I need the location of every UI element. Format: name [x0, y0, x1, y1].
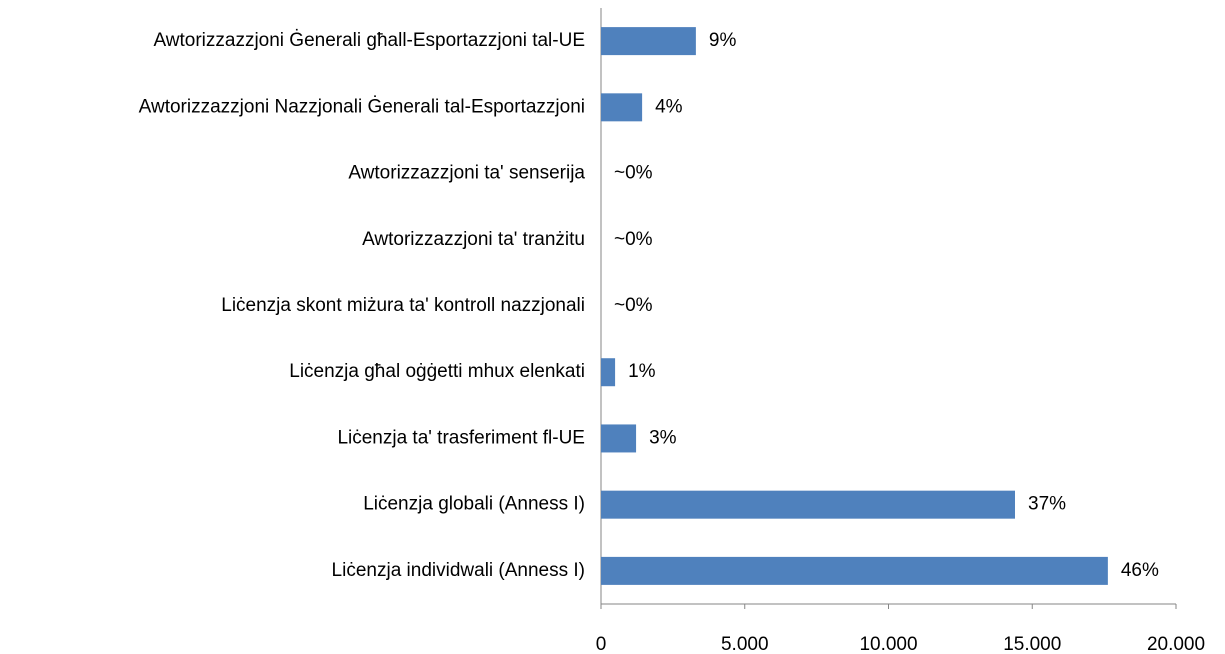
x-tick-label: 20.000 — [1147, 634, 1205, 654]
value-label: 4% — [655, 96, 683, 117]
y-tick-label: Liċenzja globali (Anness I) — [363, 494, 585, 515]
bar — [601, 358, 616, 387]
y-tick-label: Liċenzja individwali (Anness I) — [332, 560, 585, 581]
value-label: 37% — [1028, 494, 1066, 515]
y-tick-label: Awtorizzazzjoni ta' senserija — [348, 163, 585, 184]
y-tick-label: Liċenzja skont miżura ta' kontroll nazzj… — [221, 295, 585, 316]
value-label: ~0% — [614, 229, 653, 250]
x-tick-label: 15.000 — [1003, 634, 1061, 654]
bar — [601, 93, 643, 122]
value-label: 1% — [628, 361, 656, 382]
bar — [601, 490, 1015, 519]
y-tick-label: Liċenzja għal oġġetti mhux elenkati — [289, 361, 585, 382]
y-tick-label: Awtorizzazzjoni ta' tranżitu — [362, 229, 585, 250]
value-label: ~0% — [614, 295, 653, 316]
y-tick-label: Liċenzja ta' trasferiment fl-UE — [337, 427, 585, 448]
bar — [601, 424, 637, 453]
y-tick-label: Awtorizzazzjoni Ġenerali għall-Esportazz… — [153, 29, 585, 51]
value-label: ~0% — [614, 163, 653, 184]
value-label: 46% — [1121, 560, 1159, 581]
bar — [601, 556, 1108, 585]
x-tick-label: 5.000 — [721, 634, 769, 654]
bar — [601, 27, 696, 56]
x-tick-label: 0 — [596, 634, 607, 654]
x-tick-label: 10.000 — [859, 634, 917, 654]
value-label: 9% — [709, 30, 737, 51]
value-label: 3% — [649, 427, 677, 448]
y-tick-label: Awtorizzazzjoni Nazzjonali Ġenerali tal-… — [139, 95, 585, 117]
